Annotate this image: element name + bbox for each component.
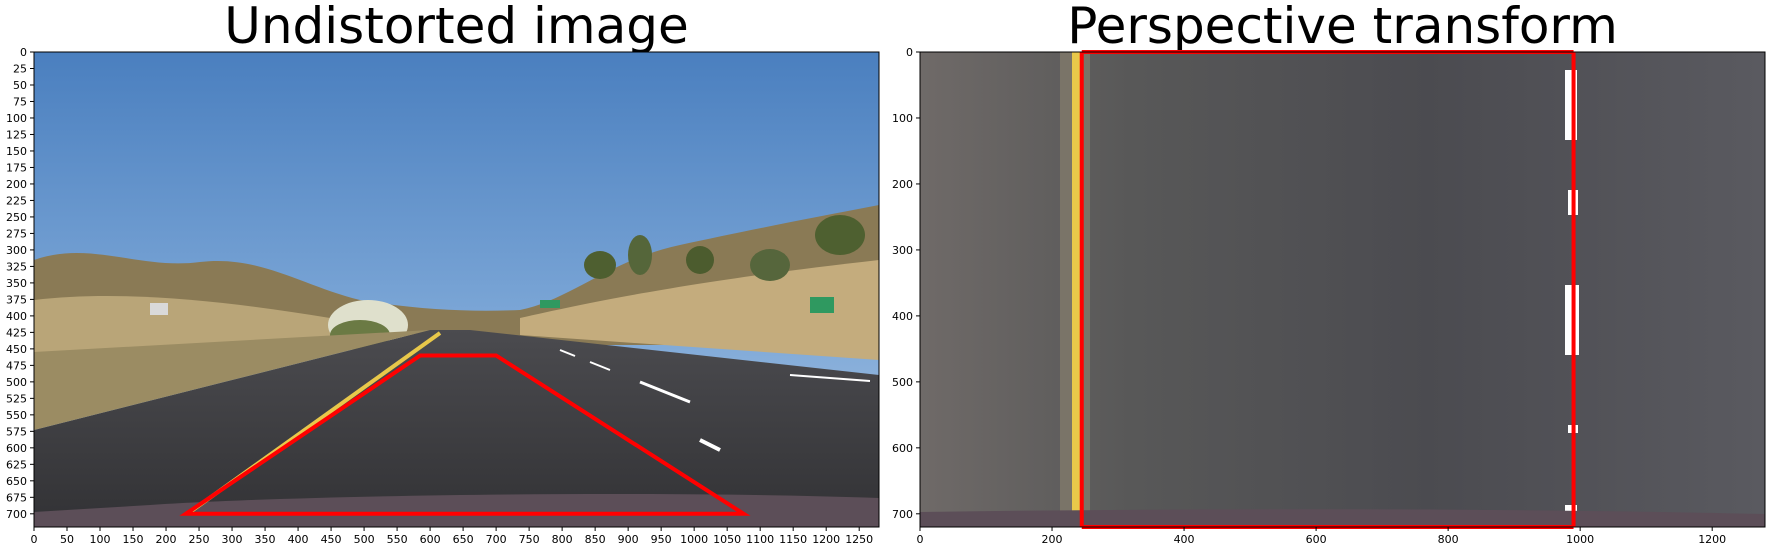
right-y-tick-label: 600 xyxy=(892,442,913,455)
right-x-tick-label: 1200 xyxy=(1698,533,1726,546)
left-y-tick-label: 475 xyxy=(6,359,27,372)
right-x-tick-label: 1000 xyxy=(1566,533,1594,546)
left-x-tick-label: 1100 xyxy=(746,533,774,546)
left-y-tick-label: 275 xyxy=(6,227,27,240)
left-y-tick-label: 375 xyxy=(6,293,27,306)
left-x-tick-label: 900 xyxy=(618,533,639,546)
left-y-tick-label: 350 xyxy=(6,277,27,290)
left-x-tick-label: 1150 xyxy=(779,533,807,546)
left-x-tick-label: 550 xyxy=(387,533,408,546)
right-x-tick-label: 400 xyxy=(1174,533,1195,546)
left-x-tick-label: 1250 xyxy=(845,533,873,546)
left-x-tick-label: 700 xyxy=(486,533,507,546)
source-polygon-overlay xyxy=(179,353,751,516)
left-y-tick-label: 200 xyxy=(6,178,27,191)
right-x-tick-label: 0 xyxy=(917,533,924,546)
right-axes-frame xyxy=(919,51,1766,528)
left-y-tick-label: 650 xyxy=(6,475,27,488)
right-y-tick-label: 400 xyxy=(892,310,913,323)
right-x-tick-label: 200 xyxy=(1042,533,1063,546)
left-y-tick-label: 525 xyxy=(6,392,27,405)
left-x-tick-label: 800 xyxy=(552,533,573,546)
left-y-tick-label: 625 xyxy=(6,458,27,471)
left-y-tick-label: 500 xyxy=(6,376,27,389)
undistorted-image xyxy=(34,52,879,527)
right-x-tick-label: 600 xyxy=(1306,533,1327,546)
left-y-tick-label: 400 xyxy=(6,310,27,323)
left-x-tick-label: 350 xyxy=(255,533,276,546)
left-y-tick-label: 0 xyxy=(20,46,27,59)
left-y-tick-label: 450 xyxy=(6,343,27,356)
right-y-tick-label: 700 xyxy=(892,508,913,521)
left-y-tick-label: 100 xyxy=(6,112,27,125)
left-x-tick-label: 150 xyxy=(123,533,144,546)
left-x-tick-label: 250 xyxy=(189,533,210,546)
right-y-tick-label: 0 xyxy=(906,46,913,59)
left-axes-frame xyxy=(33,51,880,528)
left-y-tick-label: 675 xyxy=(6,491,27,504)
left-x-tick-label: 0 xyxy=(31,533,38,546)
left-y-tick-label: 425 xyxy=(6,326,27,339)
left-y-tick-label: 300 xyxy=(6,244,27,257)
left-y-tick-label: 25 xyxy=(13,62,27,75)
left-x-tick-label: 300 xyxy=(222,533,243,546)
right-axis-ticks: 0 200 400 600 800 1000 1200 0 100 200 300 400 500 600… xyxy=(892,46,1726,546)
left-x-tick-label: 450 xyxy=(321,533,342,546)
left-x-tick-label: 50 xyxy=(60,533,74,546)
left-y-tick-label: 225 xyxy=(6,194,27,207)
left-panel-title: Undistorted image xyxy=(224,0,689,55)
left-x-tick-label: 850 xyxy=(585,533,606,546)
left-x-tick-label: 1000 xyxy=(680,533,708,546)
left-y-tick-label: 175 xyxy=(6,161,27,174)
right-y-tick-label: 500 xyxy=(892,376,913,389)
right-x-tick-label: 800 xyxy=(1438,533,1459,546)
left-x-tick-label: 1200 xyxy=(812,533,840,546)
left-x-tick-label: 650 xyxy=(453,533,474,546)
left-y-tick-label: 325 xyxy=(6,260,27,273)
right-panel-title: Perspective transform xyxy=(1067,0,1618,55)
left-y-tick-label: 50 xyxy=(13,79,27,92)
left-x-tick-label: 1050 xyxy=(713,533,741,546)
source-polygon xyxy=(179,353,751,516)
left-y-tick-label: 575 xyxy=(6,425,27,438)
perspective-image xyxy=(920,52,1765,527)
left-x-tick-label: 750 xyxy=(519,533,540,546)
left-y-tick-label: 550 xyxy=(6,409,27,422)
left-x-tick-label: 200 xyxy=(156,533,177,546)
left-x-tick-label: 950 xyxy=(651,533,672,546)
left-x-tick-label: 600 xyxy=(420,533,441,546)
left-y-tick-label: 75 xyxy=(13,95,27,108)
left-y-tick-label: 150 xyxy=(6,145,27,158)
left-y-tick-label: 700 xyxy=(6,508,27,521)
left-axis-ticks: 0 50 100 150 200 250 300 350 400 450 500 550 600 650 7… xyxy=(6,46,873,546)
left-x-tick-label: 500 xyxy=(354,533,375,546)
left-x-tick-label: 100 xyxy=(90,533,111,546)
left-y-tick-label: 250 xyxy=(6,211,27,224)
right-y-tick-label: 300 xyxy=(892,244,913,257)
left-y-tick-label: 125 xyxy=(6,128,27,141)
right-y-tick-label: 100 xyxy=(892,112,913,125)
left-y-tick-label: 600 xyxy=(6,442,27,455)
left-x-tick-label: 400 xyxy=(288,533,309,546)
right-y-tick-label: 200 xyxy=(892,178,913,191)
